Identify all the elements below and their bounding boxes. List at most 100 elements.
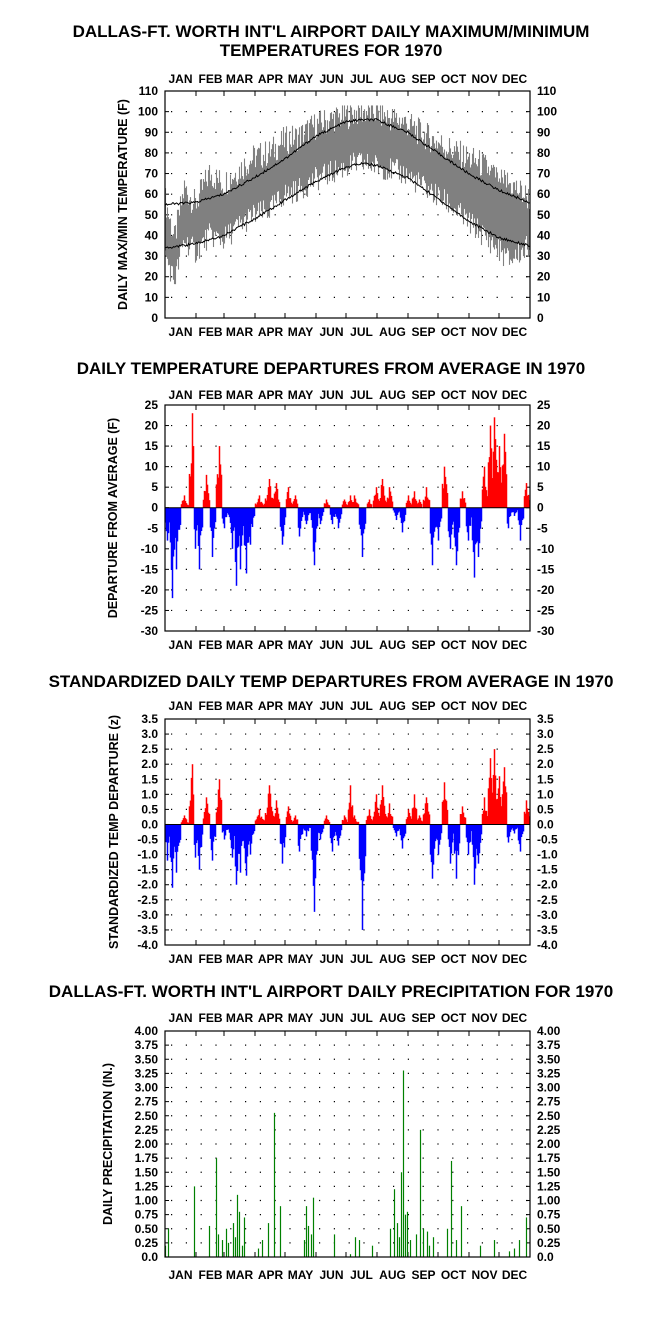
- month-label-bottom: AUG: [379, 952, 406, 966]
- month-label-bottom: MAY: [288, 638, 314, 652]
- y-tick-label-left: -1.0: [137, 848, 158, 862]
- y-tick-label-right: 0.0: [537, 817, 554, 831]
- month-label-bottom: JUN: [319, 952, 343, 966]
- y-tick-label-right: 30: [537, 249, 551, 263]
- y-tick-label-left: 80: [145, 146, 159, 160]
- y-tick-label-right: 0: [537, 501, 544, 515]
- month-label-bottom: AUG: [379, 1268, 406, 1282]
- month-label-bottom: DEC: [502, 638, 528, 652]
- chart-panel-3: STANDARDIZED DAILY TEMP DEPARTURES FROM …: [49, 672, 614, 966]
- y-tick-label-right: 1.0: [537, 787, 554, 801]
- y-tick-label-right: 0.5: [537, 802, 554, 816]
- month-label-bottom: APR: [258, 638, 284, 652]
- y-tick-label-right: 1.50: [537, 1165, 561, 1179]
- month-label-bottom: JUL: [350, 1268, 373, 1282]
- month-label-top: APR: [258, 699, 284, 713]
- y-tick-label-right: -1.0: [537, 848, 558, 862]
- y-tick-label-left: -15: [141, 562, 159, 576]
- month-label-top: JAN: [168, 699, 192, 713]
- y-tick-label-right: 10: [537, 290, 551, 304]
- y-tick-label-left: 3.00: [135, 1081, 159, 1095]
- plot-frame: [164, 1030, 531, 1258]
- y-tick-label-left: 3.0: [141, 727, 158, 741]
- month-label-top: JUL: [350, 699, 373, 713]
- y-tick-label-right: 2.0: [537, 757, 554, 771]
- chart-title: DALLAS-FT. WORTH INT'L AIRPORT DAILY MAX…: [73, 22, 590, 60]
- y-tick-label-right: 3.0: [537, 727, 554, 741]
- y-tick-label-right: 0.0: [537, 1250, 554, 1264]
- month-label-bottom: JAN: [168, 638, 192, 652]
- month-label-bottom: APR: [258, 325, 284, 339]
- month-label-top: NOV: [471, 388, 497, 402]
- month-label-top: SEP: [411, 388, 435, 402]
- month-label-top: AUG: [379, 388, 406, 402]
- plot-frame: [164, 90, 531, 319]
- y-tick-label-left: 0.50: [135, 1222, 159, 1236]
- month-label-bottom: OCT: [441, 325, 467, 339]
- y-tick-label-right: 0.25: [537, 1236, 561, 1250]
- month-label-top: OCT: [441, 699, 467, 713]
- month-label-bottom: MAR: [226, 638, 254, 652]
- month-label-bottom: DEC: [502, 325, 528, 339]
- month-label-top: JAN: [168, 72, 192, 86]
- month-label-bottom: MAY: [288, 952, 314, 966]
- y-tick-label-left: 0.25: [135, 1236, 159, 1250]
- y-tick-label-right: -30: [537, 624, 555, 638]
- month-label-top: SEP: [411, 72, 435, 86]
- chart-title: STANDARDIZED DAILY TEMP DEPARTURES FROM …: [49, 672, 614, 691]
- month-label-top: AUG: [379, 1011, 406, 1025]
- y-tick-label-right: 3.75: [537, 1038, 561, 1052]
- chart-title: DALLAS-FT. WORTH INT'L AIRPORT DAILY PRE…: [49, 982, 613, 1001]
- y-tick-label-right: 100: [537, 105, 557, 119]
- month-label-top: MAY: [288, 388, 314, 402]
- y-tick-label-right: 15: [537, 439, 551, 453]
- y-tick-label-right: 3.00: [537, 1081, 561, 1095]
- y-tick-label-left: -2.5: [137, 893, 158, 907]
- y-tick-label-left: -25: [141, 603, 159, 617]
- y-tick-label-left: -30: [141, 624, 159, 638]
- month-label-top: DEC: [502, 699, 528, 713]
- y-axis-label: DAILY PRECIPITATION (IN.): [101, 1063, 115, 1225]
- month-label-top: OCT: [441, 388, 467, 402]
- y-tick-label-left: 3.75: [135, 1038, 159, 1052]
- y-tick-label-left: -20: [141, 583, 159, 597]
- month-label-top: OCT: [441, 1011, 467, 1025]
- month-label-bottom: DEC: [502, 952, 528, 966]
- y-tick-label-right: 60: [537, 187, 551, 201]
- month-label-top: OCT: [441, 72, 467, 86]
- chart-title-line-1: DALLAS-FT. WORTH INT'L AIRPORT DAILY MAX…: [73, 22, 590, 41]
- y-tick-label-right: 5: [537, 480, 544, 494]
- month-label-top: MAR: [226, 699, 254, 713]
- y-tick-label-left: 0: [151, 311, 158, 325]
- month-label-top: AUG: [379, 699, 406, 713]
- y-tick-label-left: 10: [145, 290, 159, 304]
- y-tick-label-right: 80: [537, 146, 551, 160]
- month-label-top: APR: [258, 72, 284, 86]
- y-tick-label-right: -2.5: [537, 893, 558, 907]
- y-tick-label-left: 1.00: [135, 1194, 159, 1208]
- month-label-top: FEB: [199, 699, 223, 713]
- month-label-top: FEB: [199, 72, 223, 86]
- month-label-top: DEC: [502, 72, 528, 86]
- y-tick-label-left: -3.5: [137, 923, 158, 937]
- y-tick-label-right: 3.50: [537, 1052, 561, 1066]
- month-label-top: JUN: [319, 388, 343, 402]
- y-tick-label-right: 25: [537, 398, 551, 412]
- y-tick-label-right: 2.5: [537, 742, 554, 756]
- month-label-top: JUL: [350, 72, 373, 86]
- month-label-bottom: JUL: [350, 952, 373, 966]
- y-tick-label-left: 5: [151, 480, 158, 494]
- y-tick-label-right: 0.75: [537, 1208, 561, 1222]
- month-label-bottom: MAR: [226, 952, 254, 966]
- y-tick-label-right: 4.00: [537, 1024, 561, 1038]
- y-tick-label-left: 40: [145, 228, 159, 242]
- y-tick-label-right: -3.0: [537, 908, 558, 922]
- y-tick-label-right: 2.75: [537, 1095, 561, 1109]
- month-label-bottom: JUN: [319, 325, 343, 339]
- month-label-bottom: FEB: [199, 638, 223, 652]
- month-label-bottom: OCT: [441, 1268, 467, 1282]
- month-label-bottom: MAR: [226, 325, 254, 339]
- month-label-top: JUL: [350, 388, 373, 402]
- month-label-bottom: MAY: [288, 1268, 314, 1282]
- y-tick-label-left: 2.50: [135, 1109, 159, 1123]
